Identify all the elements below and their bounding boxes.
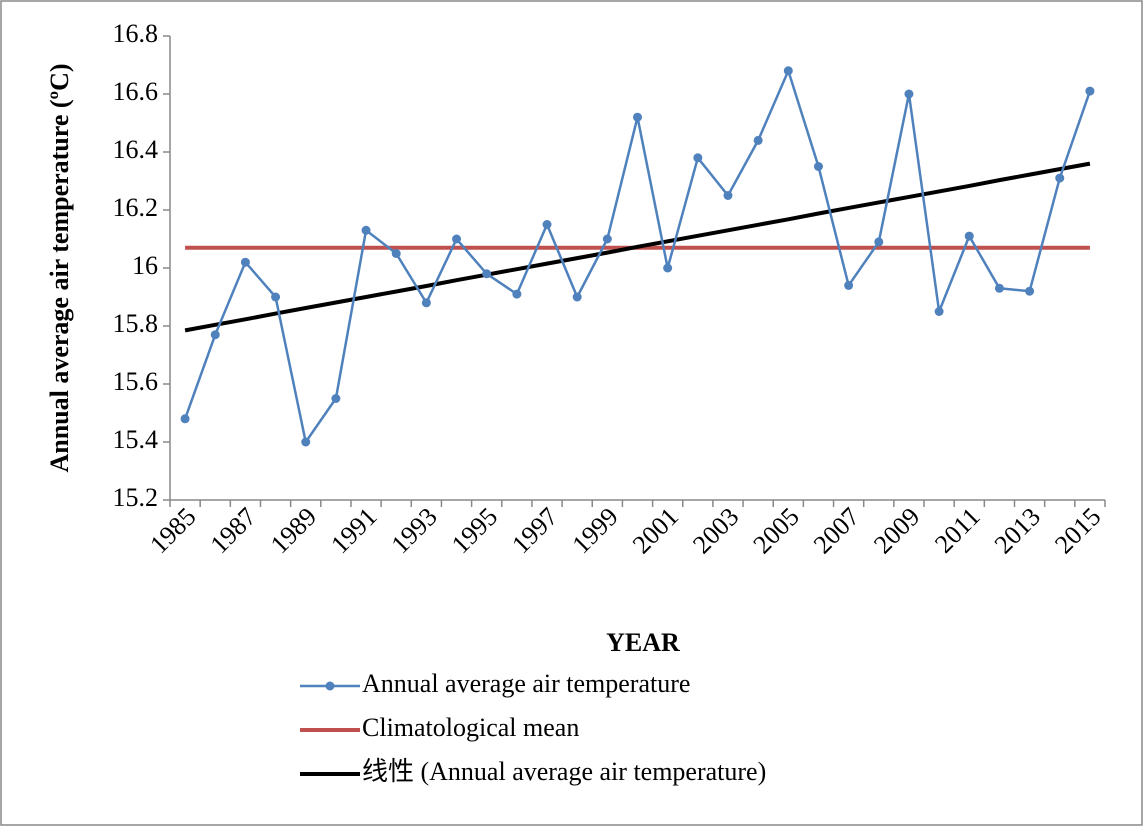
data-point (1085, 86, 1095, 96)
data-point (361, 225, 371, 235)
y-tick-label: 16.8 (113, 19, 159, 48)
data-point (331, 394, 341, 403)
data-point (964, 231, 974, 241)
y-tick-label: 16.2 (113, 193, 159, 222)
data-point (1025, 286, 1035, 296)
data-point (180, 414, 190, 424)
data-point (753, 135, 763, 145)
legend-label: 线性 (Annual average air temperature) (362, 757, 766, 786)
data-point (391, 249, 401, 258)
data-point (542, 220, 552, 229)
data-point (1055, 173, 1065, 183)
data-point (301, 437, 311, 447)
data-point (452, 234, 462, 244)
data-point (934, 307, 944, 316)
y-tick-label: 16.6 (113, 77, 159, 106)
legend-label: Climatological mean (362, 713, 579, 742)
data-point (572, 292, 582, 302)
y-tick-label: 15.6 (113, 367, 159, 396)
data-point (874, 237, 884, 247)
y-tick-label: 16.4 (113, 135, 159, 164)
data-point (482, 269, 492, 279)
y-tick-label: 16 (132, 251, 158, 280)
data-point (271, 292, 281, 302)
legend-label: Annual average air temperature (362, 669, 690, 698)
data-point (240, 257, 250, 267)
data-point (602, 234, 612, 244)
y-tick-label: 15.8 (113, 309, 159, 338)
data-point (693, 153, 703, 163)
data-point (210, 330, 220, 340)
y-axis-label: Annual average air temperature (ºC) (45, 63, 74, 472)
data-point (994, 283, 1004, 293)
y-tick-label: 15.4 (113, 425, 159, 454)
data-point (633, 112, 642, 122)
series-line (184, 161, 1091, 333)
data-point (421, 298, 431, 308)
data-point (512, 289, 522, 299)
x-axis-label: YEAR (606, 628, 680, 657)
data-point (723, 191, 733, 200)
legend-marker (325, 681, 335, 691)
data-point (813, 162, 823, 171)
y-tick-label: 15.2 (113, 483, 159, 512)
data-point (844, 280, 854, 290)
data-point (783, 66, 793, 76)
data-point (663, 263, 673, 273)
data-point (904, 89, 914, 99)
